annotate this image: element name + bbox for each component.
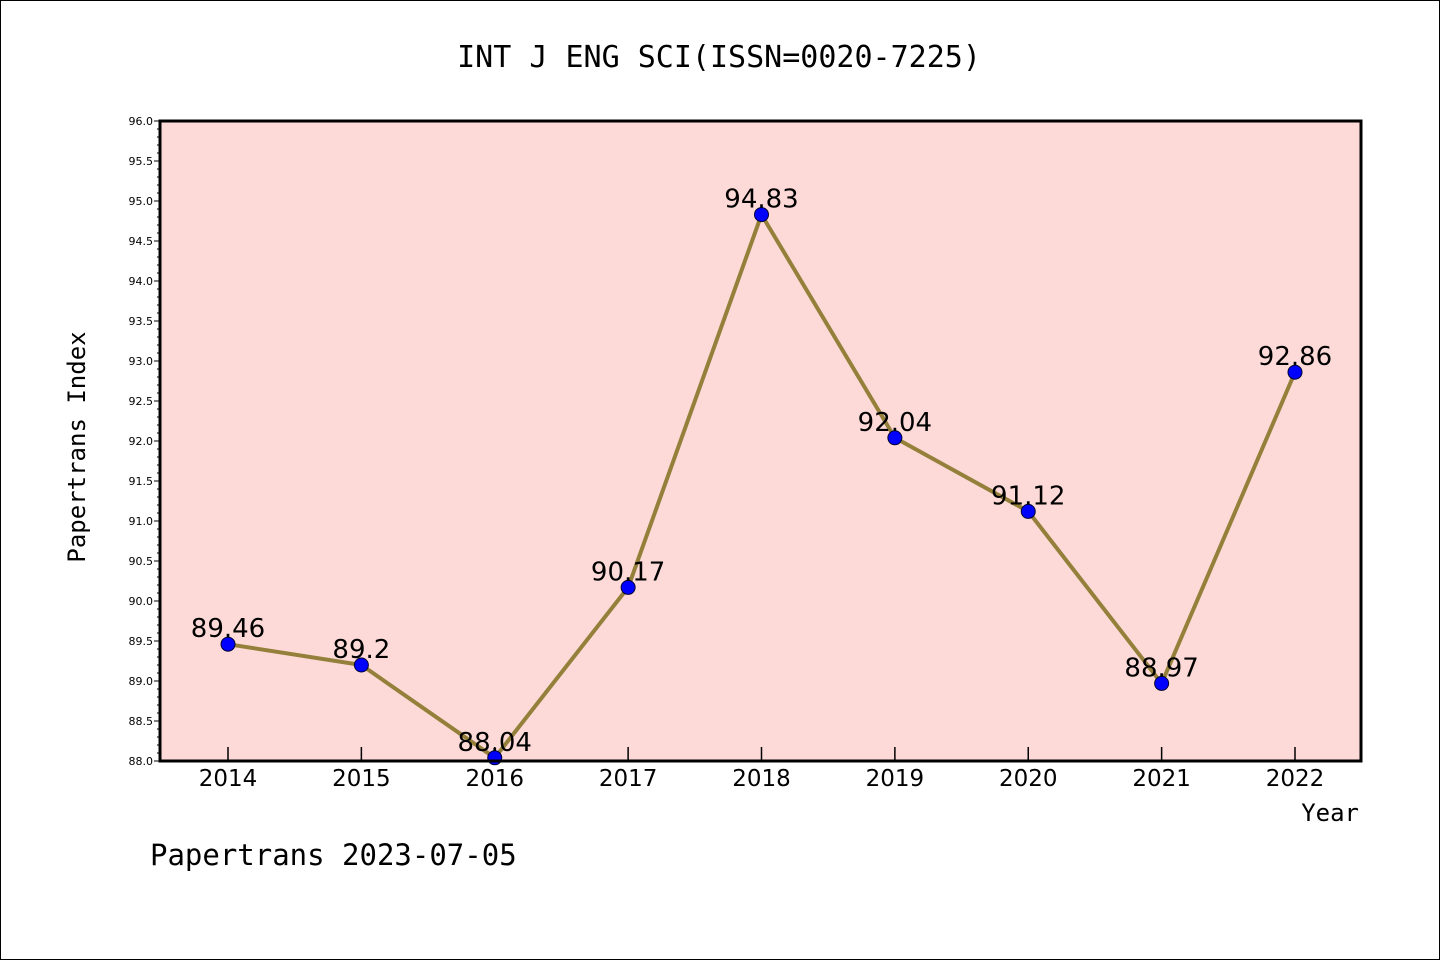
y-axis-tick-labels: 88.0 88.5 89.0 89.5 90.0 90.5 91.0 91.5 92.0 92.5… bbox=[129, 115, 154, 768]
data-label: 94.83 bbox=[724, 185, 798, 215]
plot-area bbox=[160, 121, 1361, 761]
x-tick-label: 2019 bbox=[866, 766, 925, 792]
y-tick-label: 94.5 bbox=[129, 235, 154, 248]
x-axis-label: Year bbox=[1301, 799, 1359, 827]
data-label-group: 89.46 89.2 88.04 90.17 94.83 92.04 91.12 88.97 9… bbox=[191, 185, 1332, 758]
y-tick-label: 89.0 bbox=[129, 675, 154, 688]
x-tick-label: 2017 bbox=[599, 766, 658, 792]
y-tick-label: 89.5 bbox=[129, 635, 154, 648]
y-tick-label: 92.5 bbox=[129, 395, 154, 408]
plot-frame bbox=[158, 119, 1363, 763]
y-tick-label: 93.5 bbox=[129, 315, 154, 328]
y-tick-label: 95.5 bbox=[129, 155, 154, 168]
footer-caption: Papertrans 2023-07-05 bbox=[150, 838, 517, 872]
series-marker-group bbox=[220, 207, 1303, 766]
y-tick-label: 88.0 bbox=[129, 755, 154, 768]
data-label: 89.46 bbox=[191, 614, 265, 644]
data-point bbox=[353, 657, 369, 673]
data-label: 92.04 bbox=[858, 408, 932, 438]
data-label: 92.86 bbox=[1258, 342, 1332, 372]
y-tick-label: 91.0 bbox=[129, 515, 154, 528]
y-tick-label: 90.0 bbox=[129, 595, 154, 608]
data-point bbox=[1154, 675, 1170, 691]
y-tick-label: 88.5 bbox=[129, 715, 154, 728]
x-tick-label: 2015 bbox=[332, 766, 391, 792]
y-tick-label: 95.0 bbox=[129, 195, 154, 208]
data-label: 90.17 bbox=[591, 557, 665, 587]
y-tick-label: 92.0 bbox=[129, 435, 154, 448]
y-tick-label: 91.5 bbox=[129, 475, 154, 488]
x-tick-label: 2020 bbox=[999, 766, 1058, 792]
x-axis-ticks bbox=[227, 747, 1296, 761]
y-tick-label: 90.5 bbox=[129, 555, 154, 568]
x-tick-label: 2018 bbox=[732, 766, 791, 792]
data-label: 88.97 bbox=[1124, 653, 1198, 683]
data-point bbox=[620, 579, 636, 595]
x-tick-label: 2021 bbox=[1132, 766, 1191, 792]
y-tick-label: 94.0 bbox=[129, 275, 154, 288]
data-point bbox=[1020, 503, 1036, 519]
data-point bbox=[220, 636, 236, 652]
x-tick-label: 2016 bbox=[465, 766, 524, 792]
data-label: 89.2 bbox=[332, 635, 390, 665]
data-point bbox=[887, 430, 903, 446]
y-tick-label: 96.0 bbox=[129, 115, 154, 128]
data-label: 91.12 bbox=[991, 481, 1065, 511]
data-point bbox=[754, 207, 769, 223]
data-point bbox=[1287, 364, 1303, 380]
y-axis-label: Papertrans Index bbox=[63, 331, 91, 562]
x-tick-label: 2022 bbox=[1266, 766, 1325, 792]
chart-title: INT J ENG SCI(ISSN=0020-7225) bbox=[457, 40, 981, 75]
x-tick-label: 2014 bbox=[199, 766, 258, 792]
x-axis-tick-labels: 2014 2015 2016 2017 2018 2019 2020 2021 2022 bbox=[199, 766, 1325, 792]
y-tick-label: 93.0 bbox=[129, 355, 154, 368]
data-label: 88.04 bbox=[458, 728, 532, 758]
